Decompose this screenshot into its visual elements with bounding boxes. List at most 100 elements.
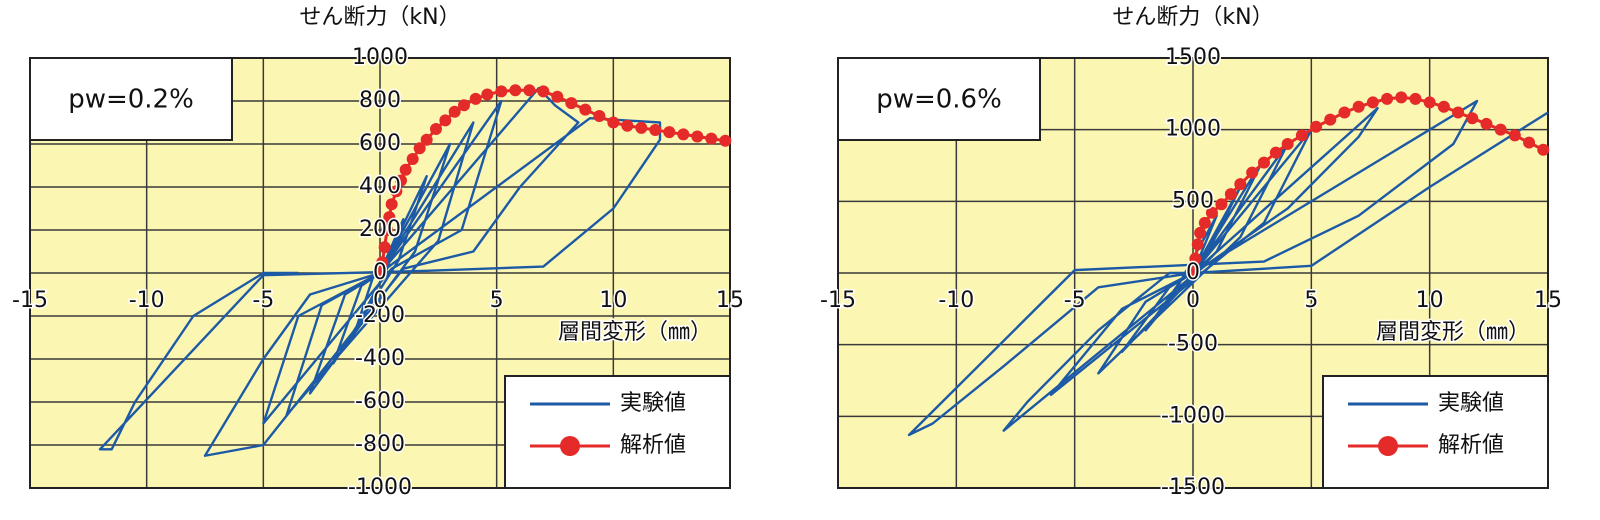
- series-line: [98, 86, 662, 457]
- x-tick-label: 5: [1304, 288, 1318, 313]
- data-point: [374, 267, 386, 279]
- data-point: [565, 97, 578, 110]
- x-tick-label: -10: [938, 288, 974, 313]
- data-point: [1189, 252, 1202, 265]
- data-point: [1537, 143, 1550, 156]
- data-point: [448, 105, 461, 118]
- data-point: [1191, 238, 1204, 251]
- data-point: [621, 119, 634, 132]
- data-point: [378, 241, 391, 254]
- data-point: [537, 85, 550, 98]
- data-point: [1295, 129, 1308, 142]
- legend-label: 実験値: [620, 391, 686, 416]
- data-point: [1423, 96, 1436, 109]
- data-point: [1466, 112, 1479, 125]
- data-point: [420, 133, 433, 146]
- data-point: [406, 153, 419, 166]
- y-tick-label: 200: [359, 217, 401, 242]
- data-point: [390, 185, 403, 198]
- data-point: [1452, 106, 1465, 119]
- x-tick-label: -15: [820, 288, 856, 313]
- data-point: [439, 114, 452, 127]
- data-point: [481, 88, 494, 101]
- plot-frame: [29, 57, 731, 489]
- y-tick-label: 0: [1186, 260, 1200, 285]
- x-tick-label: 0: [1186, 288, 1200, 313]
- legend-label: 解析値: [1438, 433, 1504, 458]
- data-point: [1310, 120, 1323, 133]
- data-point: [705, 132, 718, 145]
- x-axis-title: 層間変形（㎜）: [558, 320, 712, 345]
- data-point: [1494, 123, 1507, 136]
- data-point: [607, 116, 620, 129]
- y-tick-label: 1000: [352, 45, 408, 70]
- plot-frame: [837, 57, 1549, 489]
- data-point: [1281, 138, 1294, 150]
- data-point: [1269, 146, 1282, 159]
- data-point: [1234, 178, 1247, 191]
- legend-marker: [1378, 436, 1398, 456]
- data-point: [523, 84, 536, 97]
- x-tick-label: -5: [1064, 288, 1086, 313]
- y-axis-title: せん断力（kN）: [299, 5, 460, 30]
- y-tick-label: -500: [1168, 332, 1218, 357]
- data-point: [495, 85, 508, 98]
- data-point: [1205, 206, 1218, 219]
- legend-box: [504, 375, 731, 489]
- y-tick-label: -1500: [1161, 475, 1225, 500]
- x-tick-label: 5: [490, 288, 504, 313]
- data-point: [677, 128, 690, 141]
- data-point: [383, 211, 396, 224]
- x-tick-label: 0: [373, 288, 387, 313]
- legend-marker: [560, 436, 580, 456]
- data-point: [1508, 129, 1521, 142]
- annotation: pw=0.2%: [68, 85, 194, 115]
- data-point: [399, 163, 412, 176]
- x-axis-title: 層間変形（㎜）: [1376, 320, 1530, 345]
- data-point: [413, 142, 426, 155]
- data-point: [1338, 106, 1351, 119]
- annotation: pw=0.6%: [876, 85, 1002, 115]
- x-tick-label: -10: [129, 288, 165, 313]
- data-point: [1523, 136, 1536, 149]
- y-tick-label: -600: [355, 389, 405, 414]
- data-point: [458, 99, 470, 112]
- annotation-box: [29, 57, 233, 141]
- y-tick-label: -400: [355, 346, 405, 371]
- data-point: [1215, 198, 1228, 211]
- x-tick-label: 15: [716, 288, 744, 313]
- y-tick-label: 800: [359, 88, 401, 113]
- x-tick-label: 10: [599, 288, 627, 313]
- data-point: [1187, 267, 1199, 279]
- data-point: [469, 92, 482, 105]
- data-point: [1437, 100, 1450, 113]
- x-tick-label: -5: [252, 288, 274, 313]
- data-point: [663, 126, 676, 139]
- y-tick-label: -200: [355, 303, 405, 328]
- data-point: [385, 198, 398, 211]
- y-tick-label: -800: [355, 432, 405, 457]
- legend-label: 解析値: [620, 433, 686, 458]
- data-point: [509, 84, 522, 97]
- y-tick-label: 0: [373, 260, 387, 285]
- data-point: [395, 174, 407, 187]
- data-point: [1246, 166, 1259, 179]
- data-point: [593, 110, 606, 123]
- y-tick-label: 600: [359, 131, 401, 156]
- data-point: [635, 121, 648, 134]
- x-tick-label: 10: [1416, 288, 1444, 313]
- annotation-box: [837, 57, 1041, 141]
- x-tick-label: 15: [1534, 288, 1562, 313]
- data-point: [1194, 226, 1207, 239]
- data-point: [719, 134, 732, 147]
- y-axis-title: せん断力（kN）: [1112, 5, 1273, 30]
- data-point: [579, 103, 592, 116]
- data-point: [1381, 92, 1394, 105]
- data-point: [1480, 117, 1493, 130]
- data-point: [1224, 188, 1237, 201]
- data-point: [551, 90, 564, 103]
- y-tick-label: 1500: [1165, 45, 1221, 70]
- data-point: [691, 130, 704, 143]
- legend-label: 実験値: [1438, 391, 1504, 416]
